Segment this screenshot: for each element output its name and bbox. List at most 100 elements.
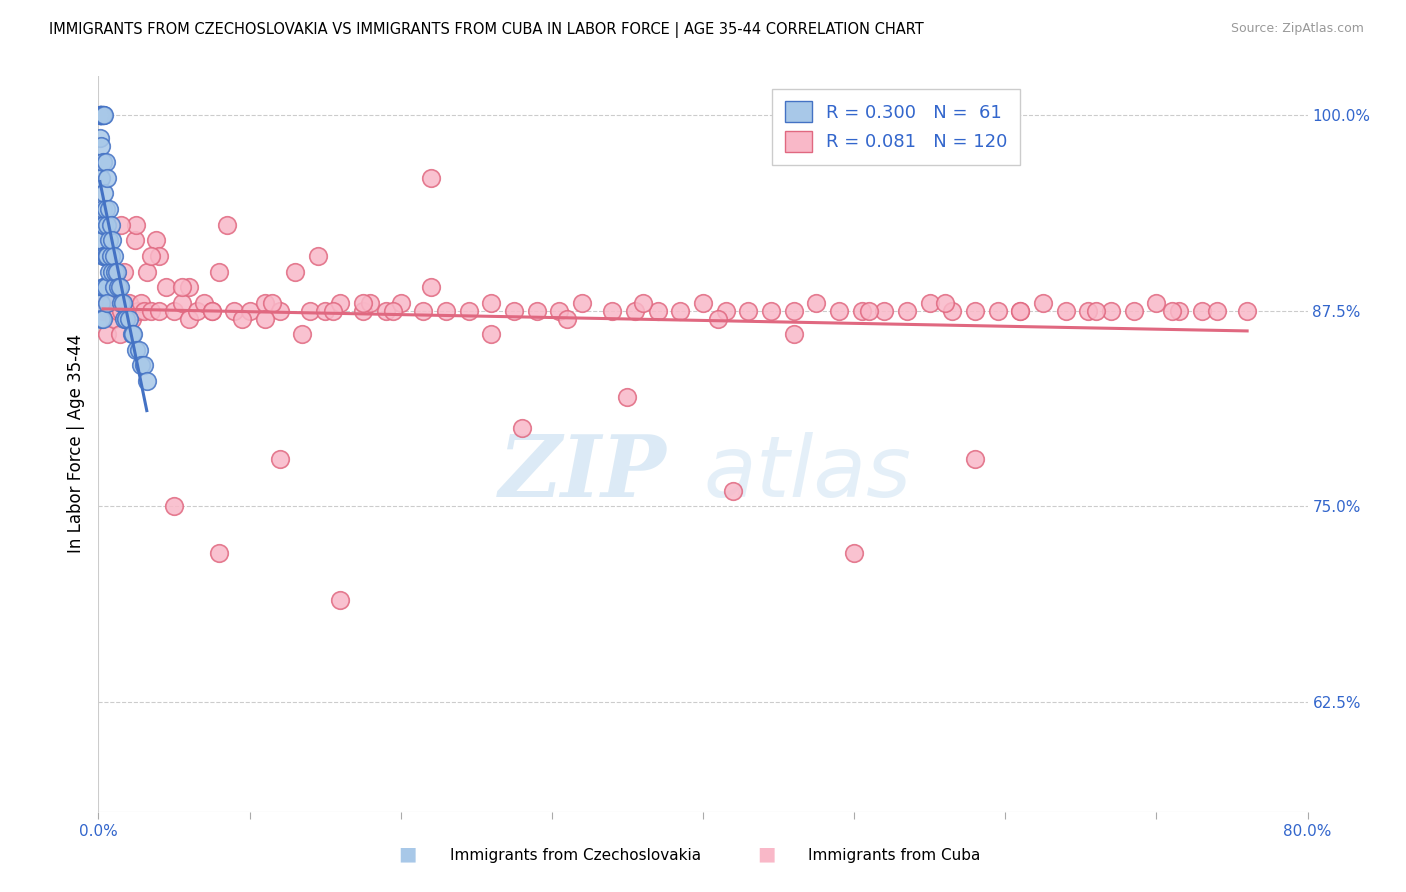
Point — [412, 303, 434, 318]
Point — [148, 303, 170, 318]
Point — [1099, 303, 1122, 318]
Point — [103, 280, 125, 294]
Point — [90, 170, 112, 185]
Point — [934, 296, 956, 310]
Point — [269, 452, 291, 467]
Point — [89, 108, 111, 122]
Point — [965, 303, 987, 318]
Point — [111, 296, 134, 310]
Point — [93, 280, 115, 294]
Point — [208, 264, 231, 278]
Point — [322, 303, 344, 318]
Point — [918, 296, 941, 310]
Point — [103, 249, 125, 263]
Point — [571, 296, 593, 310]
Point — [94, 155, 117, 169]
Point — [91, 311, 114, 326]
Text: ■: ■ — [756, 845, 776, 863]
Point — [127, 303, 149, 318]
Point — [90, 139, 112, 153]
Point — [135, 264, 157, 278]
Point — [96, 218, 118, 232]
Text: Immigrants from Czechoslovakia: Immigrants from Czechoslovakia — [450, 848, 702, 863]
Point — [91, 218, 114, 232]
Point — [737, 303, 759, 318]
Point — [100, 249, 122, 263]
Point — [94, 249, 117, 263]
Point — [91, 249, 114, 263]
Point — [118, 296, 141, 310]
Point — [89, 108, 111, 122]
Text: Source: ZipAtlas.com: Source: ZipAtlas.com — [1230, 22, 1364, 36]
Point — [783, 303, 806, 318]
Point — [201, 303, 224, 318]
Point — [941, 303, 963, 318]
Point — [457, 303, 479, 318]
Point — [91, 155, 114, 169]
Point — [299, 303, 322, 318]
Point — [141, 303, 163, 318]
Point — [145, 233, 167, 247]
Point — [100, 296, 122, 310]
Point — [96, 170, 118, 185]
Point — [193, 296, 215, 310]
Point — [1122, 303, 1144, 318]
Point — [548, 303, 571, 318]
Point — [284, 264, 307, 278]
Point — [851, 303, 873, 318]
Point — [90, 108, 112, 122]
Point — [631, 296, 654, 310]
Point — [858, 303, 880, 318]
Point — [253, 311, 276, 326]
Point — [1054, 303, 1077, 318]
Point — [118, 311, 141, 326]
Point — [93, 218, 115, 232]
Point — [93, 249, 115, 263]
Point — [1160, 303, 1182, 318]
Point — [707, 311, 730, 326]
Point — [170, 280, 193, 294]
Point — [101, 303, 124, 318]
Point — [163, 303, 186, 318]
Point — [714, 303, 737, 318]
Point — [110, 296, 132, 310]
Point — [124, 233, 146, 247]
Point — [602, 303, 624, 318]
Point — [101, 233, 124, 247]
Point — [329, 296, 352, 310]
Point — [844, 546, 866, 560]
Point — [122, 327, 145, 342]
Point — [1191, 303, 1213, 318]
Point — [1032, 296, 1054, 310]
Point — [107, 303, 129, 318]
Point — [121, 327, 143, 342]
Point — [129, 296, 152, 310]
Point — [231, 311, 253, 326]
Point — [115, 303, 138, 318]
Point — [420, 170, 443, 185]
Legend: R = 0.300   N =  61, R = 0.081   N = 120: R = 0.300 N = 61, R = 0.081 N = 120 — [772, 88, 1021, 164]
Point — [510, 421, 533, 435]
Point — [828, 303, 851, 318]
Point — [896, 303, 918, 318]
Point — [352, 296, 374, 310]
Point — [307, 249, 329, 263]
Point — [91, 303, 114, 318]
Point — [253, 296, 276, 310]
Point — [114, 311, 136, 326]
Point — [434, 303, 457, 318]
Point — [93, 186, 115, 201]
Text: ZIP: ZIP — [499, 432, 666, 515]
Point — [179, 311, 201, 326]
Point — [90, 296, 112, 310]
Point — [111, 296, 134, 310]
Point — [128, 343, 150, 357]
Point — [91, 280, 114, 294]
Point — [89, 108, 111, 122]
Point — [110, 218, 132, 232]
Point — [125, 218, 148, 232]
Point — [129, 359, 152, 373]
Point — [93, 108, 115, 122]
Point — [108, 327, 131, 342]
Point — [503, 303, 526, 318]
